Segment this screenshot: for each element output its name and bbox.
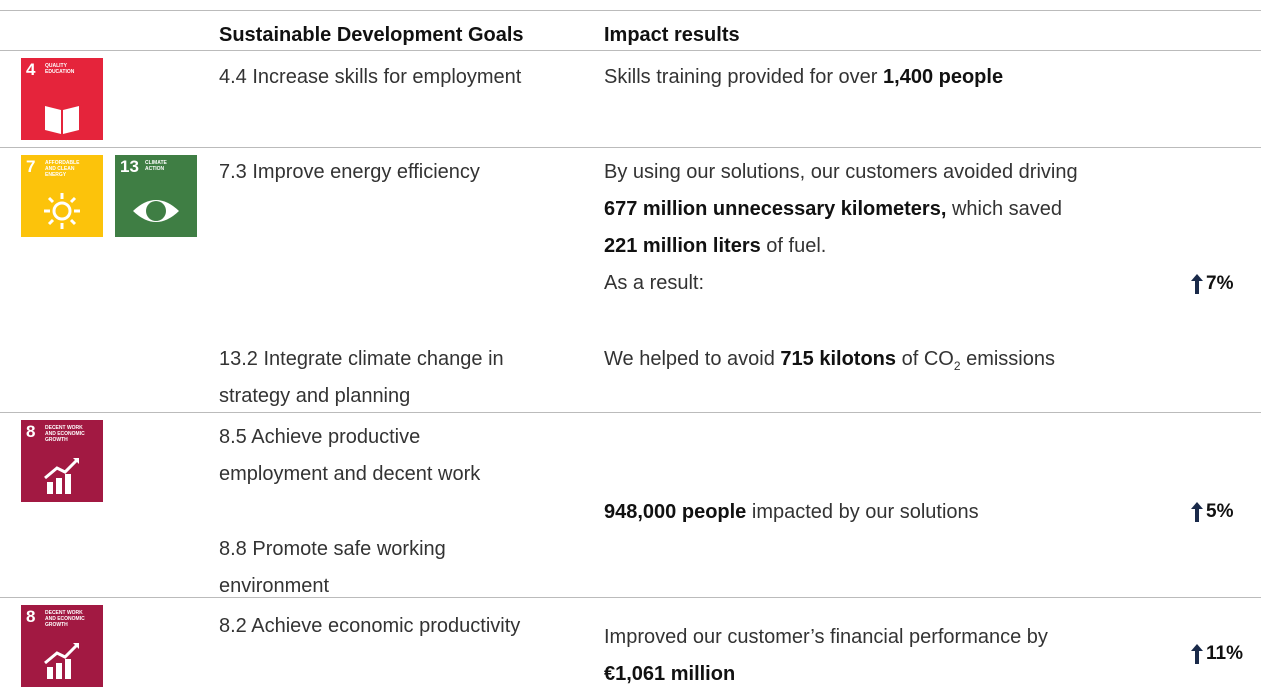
goal-text: environment [219,575,330,597]
impact-highlight: 221 million liters [604,235,761,257]
goal-text: 4.4 Increase skills for employment [219,66,522,88]
impact-line: 677 million unnecessary kilometers, whic… [604,191,1062,228]
impact-text: Improved our customer’s financial perfor… [604,626,1048,648]
sdg-number: 13 [120,157,139,176]
up-arrow [1190,501,1204,528]
up-arrow [1190,643,1204,670]
impact-line: Improved our customer’s financial perfor… [604,619,1048,656]
sdg-label: AFFORDABLE AND CLEAN ENERGY [45,160,80,178]
header-impact: Impact results [604,24,740,46]
separator [0,147,1261,148]
goal-text: 7.3 Improve energy efficiency [219,161,480,183]
impact-text: emissions [960,348,1055,370]
goal-text: strategy and planning [219,385,411,407]
sdg-glyph [133,200,179,222]
impact-line: By using our solutions, our customers av… [604,154,1078,191]
separator [0,597,1261,598]
separator [0,10,1261,11]
impact-text: As a result: [604,272,705,294]
sdg-icon: 4 QUALITY EDUCATION [21,58,103,140]
sdg-icon: 13 CLIMATE ACTION [115,155,197,237]
impact-text: Skills training provided for over [604,66,884,88]
impact-line: We helped to avoid 715 kilotons of CO2 e… [604,341,1055,385]
impact-text: By using our solutions, our customers av… [604,161,1078,183]
sdg-glyph [45,106,79,134]
sdg-icon: 8 DECENT WORK AND ECONOMIC GROWTH [21,605,103,687]
sdg-glyph [44,458,79,494]
impact-text: impacted by our solutions [746,501,979,523]
impact-line: 221 million liters of fuel. [604,228,826,265]
sdg-label: CLIMATE ACTION [145,160,167,172]
sdg-glyph [44,643,79,679]
impact-highlight: 1,400 people [883,66,1004,88]
sdg-icon: 8 DECENT WORK AND ECONOMIC GROWTH [21,420,103,502]
impact-text: 2 [953,359,961,373]
separator [0,50,1261,51]
arrow-icon [1191,274,1203,294]
sdg-number: 7 [26,157,36,176]
goal-text: 13.2 Integrate climate change in [219,348,504,370]
impact-highlight: 715 kilotons [780,348,897,370]
sdg-glyph [44,193,80,229]
impact-text: of CO [896,348,954,370]
sdg-number: 8 [26,422,36,441]
header-goals: Sustainable Development Goals [219,24,524,46]
arrow-icon [1191,502,1203,522]
goal-text: employment and decent work [219,463,481,485]
impact-line: 948,000 people impacted by our solutions [604,494,979,531]
impact-text: which saved [946,198,1063,220]
impact-line: Skills training provided for over 1,400 … [604,59,1003,96]
impact-line: €1,061 million [604,656,735,693]
sdg-label: QUALITY EDUCATION [45,63,75,75]
sdg-label: DECENT WORK AND ECONOMIC GROWTH [45,610,85,628]
sdg-number: 4 [26,60,36,79]
goal-text: 8.5 Achieve productive [219,426,421,448]
impact-highlight: 677 million unnecessary kilometers, [604,198,947,220]
separator [0,412,1261,413]
change-value: 11% [1206,643,1243,664]
goal-text: 8.2 Achieve economic productivity [219,615,521,637]
impact-text: We helped to avoid [604,348,781,370]
goal-text: 8.8 Promote safe working [219,538,446,560]
sdg-icon: 7 AFFORDABLE AND CLEAN ENERGY [21,155,103,237]
impact-highlight: €1,061 million [604,663,736,685]
change-value: 7% [1206,273,1234,294]
impact-highlight: 948,000 people [604,501,747,523]
impact-line: As a result: [604,265,704,302]
arrow-icon [1191,644,1203,664]
sdg-label: DECENT WORK AND ECONOMIC GROWTH [45,425,85,443]
change-value: 5% [1206,501,1234,522]
impact-text: of fuel. [760,235,827,257]
sdg-number: 8 [26,607,36,626]
up-arrow [1190,273,1204,300]
